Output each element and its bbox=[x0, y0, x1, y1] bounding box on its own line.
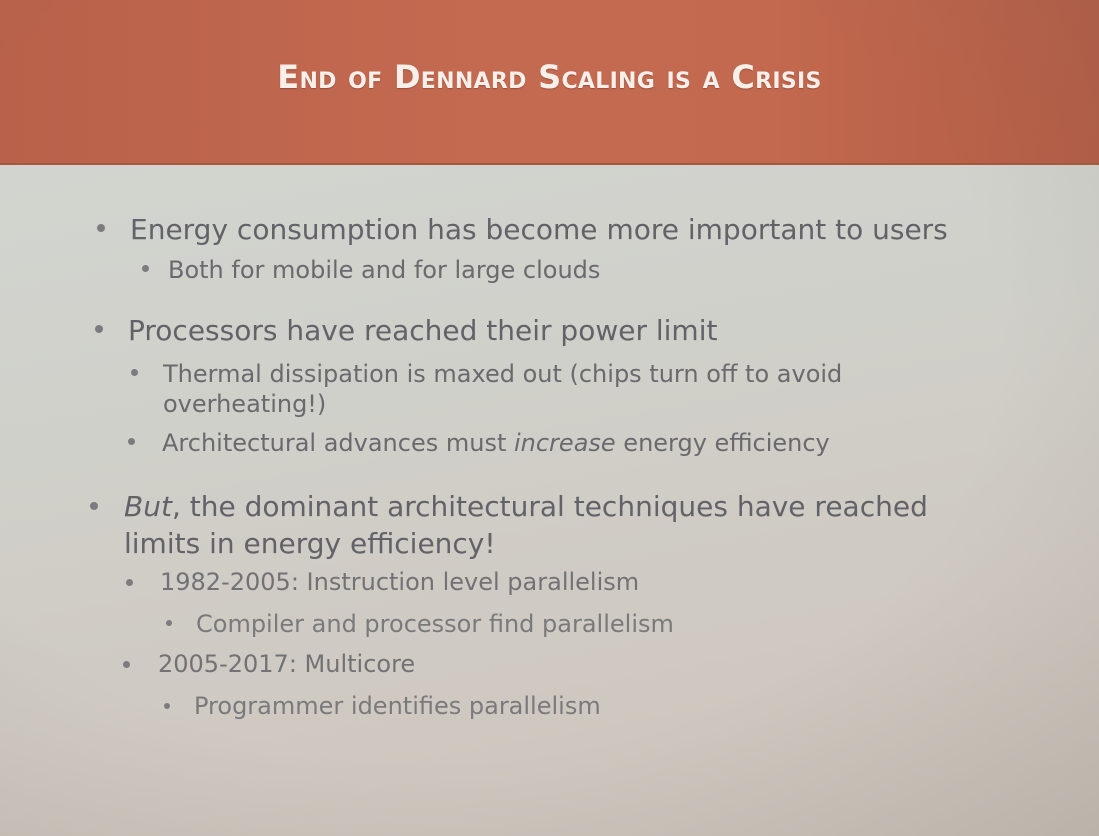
slide-title: End of Dennard Scaling is a Crisis bbox=[277, 58, 822, 96]
sub-bullet-multicore: 2005-2017: Multicore bbox=[158, 650, 416, 678]
sub-sub-bullet-dot bbox=[166, 620, 172, 626]
bullet-dot bbox=[90, 502, 98, 510]
sub-sub-bullet-dot bbox=[164, 703, 170, 709]
bullet-dominant-techniques-rest: , the dominant architectural techniques … bbox=[171, 490, 928, 523]
sub-bullet-architectural-pre: Architectural advances must bbox=[162, 429, 514, 457]
sub-bullet-dot bbox=[142, 265, 149, 272]
bullet-power-limit: Processors have reached their power limi… bbox=[128, 314, 718, 347]
sub-bullet-dot bbox=[128, 438, 135, 445]
bullet-energy-consumption: Energy consumption has become more impor… bbox=[130, 213, 948, 246]
sub-bullet-mobile-clouds: Both for mobile and for large clouds bbox=[168, 256, 601, 284]
sub-sub-bullet-compiler: Compiler and processor find parallelism bbox=[196, 610, 674, 638]
sub-sub-bullet-programmer: Programmer identifies parallelism bbox=[194, 692, 601, 720]
bullet-dot bbox=[97, 224, 105, 232]
bullet-dot bbox=[95, 325, 103, 333]
sub-bullet-dot bbox=[131, 369, 138, 376]
emphasis-but: But bbox=[124, 490, 172, 523]
emphasis-increase: increase bbox=[513, 429, 616, 457]
sub-bullet-ilp: 1982-2005: Instruction level parallelism bbox=[160, 568, 640, 596]
sub-bullet-thermal-line2: overheating!) bbox=[163, 390, 327, 418]
sub-bullet-dot bbox=[123, 661, 130, 668]
sub-bullet-dot bbox=[126, 579, 133, 586]
bullet-dominant-techniques-line2: limits in energy efficiency! bbox=[124, 527, 496, 560]
sub-bullet-architectural-post: energy efficiency bbox=[615, 429, 830, 457]
sub-bullet-thermal-line1: Thermal dissipation is maxed out (chips … bbox=[163, 360, 843, 388]
sub-bullet-architectural-advances: Architectural advances must increase ene… bbox=[162, 429, 830, 457]
bullet-dominant-techniques-line1: But, the dominant architectural techniqu… bbox=[124, 490, 928, 523]
title-banner: End of Dennard Scaling is a Crisis bbox=[0, 0, 1099, 165]
